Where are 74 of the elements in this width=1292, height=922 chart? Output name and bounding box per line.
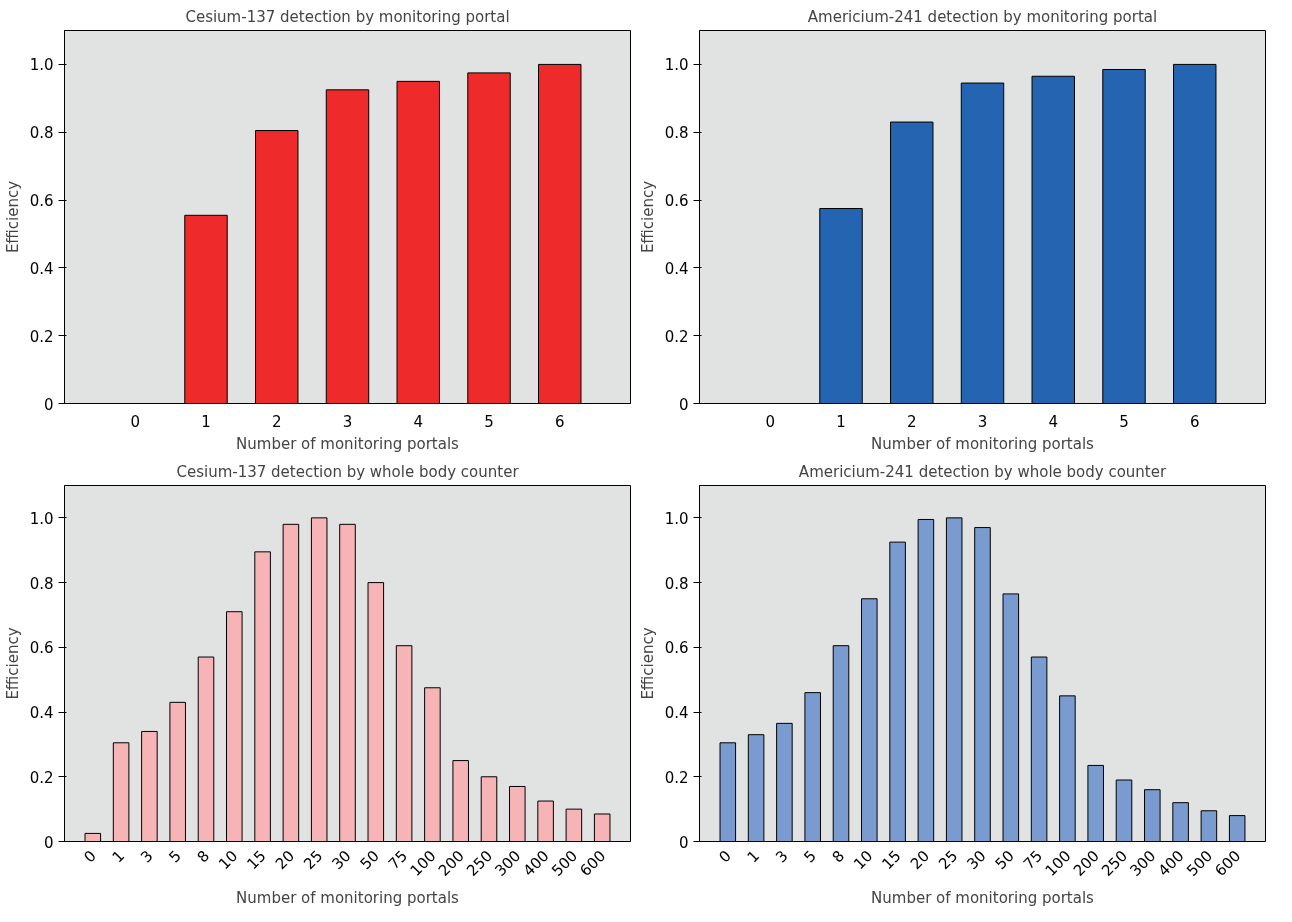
x-tick-label: 5 bbox=[1119, 412, 1129, 431]
y-tick-label: 0.6 bbox=[29, 639, 54, 658]
x-tick-label: 30 bbox=[963, 846, 990, 874]
chart-title: Cesium-137 detection by monitoring portal bbox=[185, 7, 510, 26]
y-tick-label: 0.2 bbox=[29, 768, 54, 787]
y-tick-label: 0.6 bbox=[664, 192, 689, 211]
x-tick-label: 50 bbox=[356, 846, 383, 874]
x-tick-label: 10 bbox=[215, 846, 242, 874]
y-tick-label: 1.0 bbox=[664, 56, 689, 75]
y-tick-label: 0.4 bbox=[29, 259, 54, 278]
y-tick-label: 0.8 bbox=[29, 124, 54, 143]
y-tick-label: 0.8 bbox=[664, 574, 689, 593]
y-tick-label: 0.2 bbox=[664, 327, 689, 346]
x-axis-title: Number of monitoring portals bbox=[236, 889, 460, 908]
x-tick-label: 3 bbox=[342, 412, 353, 431]
x-tick-label: 4 bbox=[413, 412, 424, 431]
y-tick-label: 0.2 bbox=[664, 768, 689, 787]
x-tick-label: 50 bbox=[991, 846, 1018, 874]
x-tick-label: 4 bbox=[1048, 412, 1059, 431]
chart-title: Americium-241 detection by monitoring portal bbox=[807, 7, 1158, 26]
x-tick-label: 0 bbox=[715, 846, 735, 867]
y-tick-label: 0.4 bbox=[29, 704, 54, 723]
y-tick-label: 0 bbox=[678, 833, 689, 852]
x-tick-label: 8 bbox=[193, 846, 214, 867]
x-tick-label: 15 bbox=[878, 846, 905, 874]
x-tick-label: 15 bbox=[243, 846, 270, 874]
x-axis-title: Number of monitoring portals bbox=[871, 889, 1095, 908]
y-axis-title: Efficiency bbox=[3, 180, 22, 254]
x-tick-label: 1 bbox=[743, 846, 764, 867]
x-tick-label: 2 bbox=[906, 412, 917, 431]
x-tick-label: 1 bbox=[108, 846, 129, 867]
y-tick-label: 0.6 bbox=[664, 639, 689, 658]
y-tick-label: 0.2 bbox=[29, 327, 54, 346]
x-tick-label: 0 bbox=[130, 412, 141, 431]
x-tick-label: 5 bbox=[800, 846, 820, 867]
x-tick-label: 0 bbox=[80, 846, 100, 867]
y-axis-title: Efficiency bbox=[638, 180, 657, 254]
x-tick-label: 8 bbox=[828, 846, 849, 867]
y-tick-label: 0.8 bbox=[29, 574, 54, 593]
chart-title: Americium-241 detection by whole body counter bbox=[798, 462, 1167, 481]
x-tick-label: 20 bbox=[271, 846, 298, 874]
x-tick-label: 25 bbox=[935, 846, 962, 874]
y-tick-label: 0 bbox=[43, 833, 54, 852]
y-tick-label: 1.0 bbox=[29, 56, 54, 75]
y-axis-title: Efficiency bbox=[3, 627, 22, 700]
x-tick-label: 1 bbox=[836, 412, 846, 431]
y-tick-label: 0 bbox=[678, 395, 689, 414]
y-tick-label: 1.0 bbox=[664, 509, 689, 528]
x-tick-label: 25 bbox=[300, 846, 327, 874]
x-tick-label: 30 bbox=[328, 846, 355, 874]
chart-title: Cesium-137 detection by whole body counter bbox=[176, 462, 520, 481]
x-tick-label: 10 bbox=[850, 846, 877, 874]
x-tick-label: 6 bbox=[554, 412, 565, 431]
x-axis-title: Number of monitoring portals bbox=[871, 434, 1095, 453]
x-tick-label: 5 bbox=[484, 412, 494, 431]
x-tick-label: 300 bbox=[1126, 846, 1160, 880]
x-tick-label: 0 bbox=[765, 412, 776, 431]
x-tick-label: 3 bbox=[977, 412, 988, 431]
y-tick-label: 0.4 bbox=[664, 259, 689, 278]
y-tick-label: 0.4 bbox=[664, 704, 689, 723]
x-tick-label: 3 bbox=[136, 846, 157, 867]
y-tick-label: 0.8 bbox=[664, 124, 689, 143]
x-tick-label: 6 bbox=[1189, 412, 1200, 431]
x-tick-label: 1 bbox=[201, 412, 211, 431]
y-axis-title: Efficiency bbox=[638, 627, 657, 700]
x-tick-label: 5 bbox=[165, 846, 185, 867]
x-tick-label: 300 bbox=[491, 846, 525, 880]
x-tick-label: 3 bbox=[771, 846, 792, 867]
y-tick-label: 1.0 bbox=[29, 509, 54, 528]
y-tick-label: 0 bbox=[43, 395, 54, 414]
x-axis-title: Number of monitoring portals bbox=[236, 434, 460, 453]
x-tick-label: 2 bbox=[271, 412, 282, 431]
x-tick-label: 20 bbox=[906, 846, 933, 874]
y-tick-label: 0.6 bbox=[29, 192, 54, 211]
